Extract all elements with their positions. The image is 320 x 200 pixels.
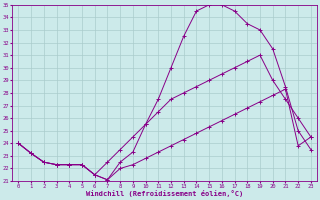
X-axis label: Windchill (Refroidissement éolien,°C): Windchill (Refroidissement éolien,°C)	[86, 190, 243, 197]
